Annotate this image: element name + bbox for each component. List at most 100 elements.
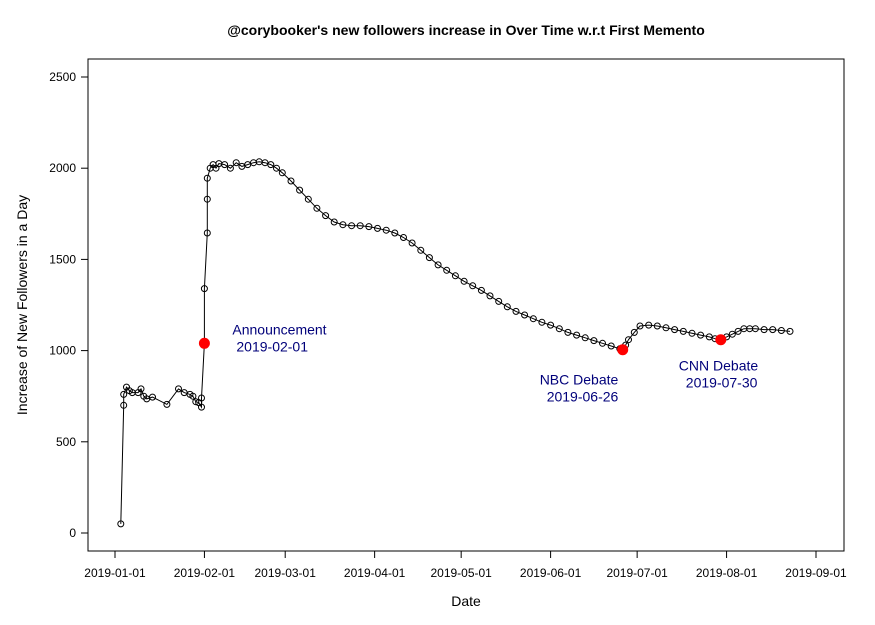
data-point — [149, 393, 156, 401]
highlight-point — [715, 334, 727, 346]
data-point — [645, 321, 653, 329]
data-point — [382, 226, 390, 234]
data-point — [189, 392, 197, 400]
data-point — [538, 318, 546, 326]
data-point — [391, 229, 399, 237]
data-point — [671, 326, 679, 334]
data-point — [760, 326, 768, 334]
data-point — [495, 297, 503, 305]
data-point — [653, 322, 661, 330]
data-point — [192, 398, 200, 406]
y-axis: 0 500 1000 1500 2000 2500 — [49, 70, 89, 540]
data-point — [734, 327, 742, 335]
data-point — [267, 161, 275, 169]
data-point — [200, 285, 208, 293]
data-point — [751, 325, 759, 333]
data-point — [477, 286, 485, 294]
data-point — [503, 303, 511, 311]
data-point — [607, 342, 615, 350]
data-point — [486, 292, 494, 300]
data-point — [322, 212, 330, 220]
data-point — [625, 336, 632, 344]
data-point — [590, 337, 598, 345]
x-tick-label: 2019-02-01 — [174, 566, 236, 580]
data-point — [786, 327, 794, 335]
data-point — [679, 327, 687, 335]
data-point — [203, 195, 211, 203]
data-point — [273, 164, 280, 172]
data-point — [451, 272, 459, 280]
x-tick-label: 2019-08-01 — [696, 566, 758, 580]
data-point — [348, 222, 356, 230]
data-point — [777, 327, 785, 334]
data-point — [339, 221, 347, 229]
data-point — [697, 331, 705, 339]
annotation-label: CNN Debate — [679, 358, 759, 374]
data-point — [417, 246, 425, 254]
data-point — [203, 174, 211, 182]
data-point — [769, 326, 777, 334]
data-point — [425, 254, 433, 262]
data-point — [313, 204, 321, 212]
data-point — [688, 329, 696, 337]
data-point — [278, 169, 286, 177]
annotation-date: 2019-07-30 — [686, 375, 758, 391]
data-point — [564, 328, 572, 336]
y-axis-label: Increase of New Followers in a Day — [14, 195, 30, 415]
data-point — [469, 282, 477, 290]
x-tick-label: 2019-07-01 — [606, 566, 668, 580]
x-tick-label: 2019-05-01 — [430, 566, 492, 580]
data-point — [662, 324, 670, 332]
data-point — [330, 218, 338, 226]
data-point — [365, 223, 373, 231]
x-tick-label: 2019-01-01 — [84, 566, 146, 580]
data-point — [120, 390, 128, 398]
plot-frame — [87, 58, 845, 552]
x-axis: 2019-01-01 2019-02-01 2019-03-01 2019-04-01… — [84, 550, 847, 580]
chart-title: @corybooker's new followers increase in … — [227, 22, 705, 38]
data-point — [296, 186, 304, 194]
data-point — [555, 325, 563, 333]
y-tick-label: 2000 — [49, 161, 76, 175]
annotation-date: 2019-02-01 — [236, 338, 308, 354]
data-point — [547, 321, 555, 329]
x-axis-label: Date — [451, 593, 481, 609]
data-point — [434, 261, 442, 269]
series-path — [120, 161, 791, 524]
series-points — [117, 158, 794, 528]
data-point — [529, 315, 537, 323]
data-point — [356, 222, 364, 230]
y-tick-label: 500 — [56, 435, 76, 449]
data-point — [512, 307, 520, 315]
data-point — [198, 394, 205, 402]
y-tick-label: 1000 — [49, 344, 76, 358]
series-line — [120, 161, 791, 524]
x-tick-label: 2019-09-01 — [785, 566, 847, 580]
data-point — [400, 234, 407, 241]
data-point — [117, 520, 125, 528]
data-point — [203, 229, 211, 237]
data-point — [630, 328, 638, 336]
data-point — [221, 161, 229, 169]
annotation-label: NBC Debate — [540, 372, 619, 388]
data-point — [374, 224, 381, 232]
x-tick-label: 2019-04-01 — [344, 566, 406, 580]
data-point — [304, 195, 312, 203]
x-tick-label: 2019-03-01 — [255, 566, 317, 580]
y-tick-label: 0 — [69, 526, 76, 540]
data-point — [581, 334, 589, 342]
annotation-date: 2019-06-26 — [547, 389, 619, 405]
highlight-point — [617, 344, 629, 356]
highlight-point — [198, 337, 210, 349]
data-point — [599, 339, 606, 347]
y-tick-label: 1500 — [49, 252, 76, 266]
data-point — [573, 331, 581, 339]
data-point — [728, 330, 736, 338]
y-tick-label: 2500 — [49, 70, 76, 84]
data-point — [636, 322, 644, 330]
data-point — [120, 401, 128, 409]
annotation-label: Announcement — [232, 321, 326, 337]
highlight-markers — [198, 334, 727, 356]
